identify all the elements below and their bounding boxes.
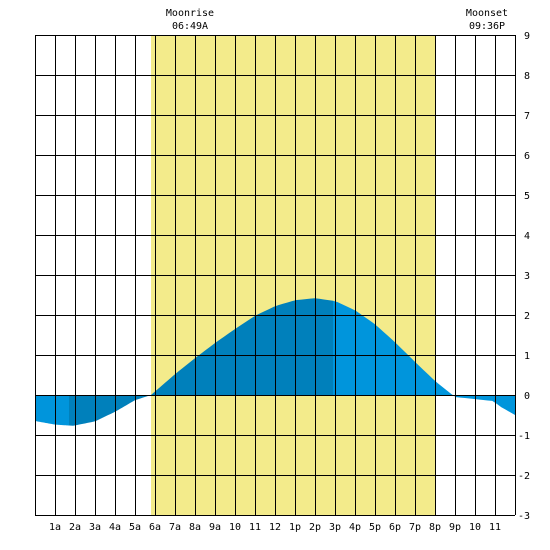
x-tick-label: 2p <box>309 522 321 533</box>
moonset-time: 09:36P <box>469 21 505 32</box>
x-tick-label: 5p <box>369 522 381 533</box>
x-tick-label: 8a <box>189 522 201 533</box>
x-tick-label: 11 <box>489 522 501 533</box>
x-tick-label: 4a <box>109 522 121 533</box>
x-tick-label: 6p <box>389 522 401 533</box>
y-tick-label: -3 <box>518 511 530 522</box>
moonrise-label: Moonrise <box>166 8 214 19</box>
x-tick-label: 6a <box>149 522 161 533</box>
y-tick-label: 8 <box>524 71 530 82</box>
tide-area-layer <box>35 298 515 426</box>
y-tick-label: 7 <box>524 111 530 122</box>
moonset-label: Moonset <box>466 8 508 19</box>
x-tick-label: 3p <box>329 522 341 533</box>
y-tick-label: 6 <box>524 151 530 162</box>
tide-segment-4 <box>333 300 515 415</box>
y-tick-label: 2 <box>524 311 530 322</box>
tide-segment-1 <box>35 395 69 426</box>
grid-layer <box>35 35 516 516</box>
tide-segment-3 <box>151 298 333 395</box>
labels-layer: Moonrise 06:49A Moonset 09:36P 1a 2a 3a 4a 5… <box>49 8 530 533</box>
x-tick-label: 4p <box>349 522 361 533</box>
x-tick-label: 8p <box>429 522 441 533</box>
y-tick-label: 0 <box>524 391 530 402</box>
y-tick-label: -2 <box>518 471 530 482</box>
x-tick-label: 10 <box>469 522 481 533</box>
y-tick-label: 1 <box>524 351 530 362</box>
moonrise-time: 06:49A <box>172 21 208 32</box>
x-tick-label: 5a <box>129 522 141 533</box>
x-tick-label: 3a <box>89 522 101 533</box>
x-tick-label: 7a <box>169 522 181 533</box>
x-tick-label: 1a <box>49 522 61 533</box>
x-tick-label: 9p <box>449 522 461 533</box>
tide-segment-2 <box>69 395 151 426</box>
x-tick-label: 1p <box>289 522 301 533</box>
x-tick-label: 12 <box>269 522 281 533</box>
x-tick-label: 11 <box>249 522 261 533</box>
x-tick-label: 9a <box>209 522 221 533</box>
x-tick-label: 2a <box>69 522 81 533</box>
y-tick-label: 3 <box>524 271 530 282</box>
y-tick-label: 4 <box>524 231 530 242</box>
y-tick-label: 9 <box>524 31 530 42</box>
x-tick-label: 10 <box>229 522 241 533</box>
x-tick-label: 7p <box>409 522 421 533</box>
y-tick-label: 5 <box>524 191 530 202</box>
y-tick-label: -1 <box>518 431 530 442</box>
